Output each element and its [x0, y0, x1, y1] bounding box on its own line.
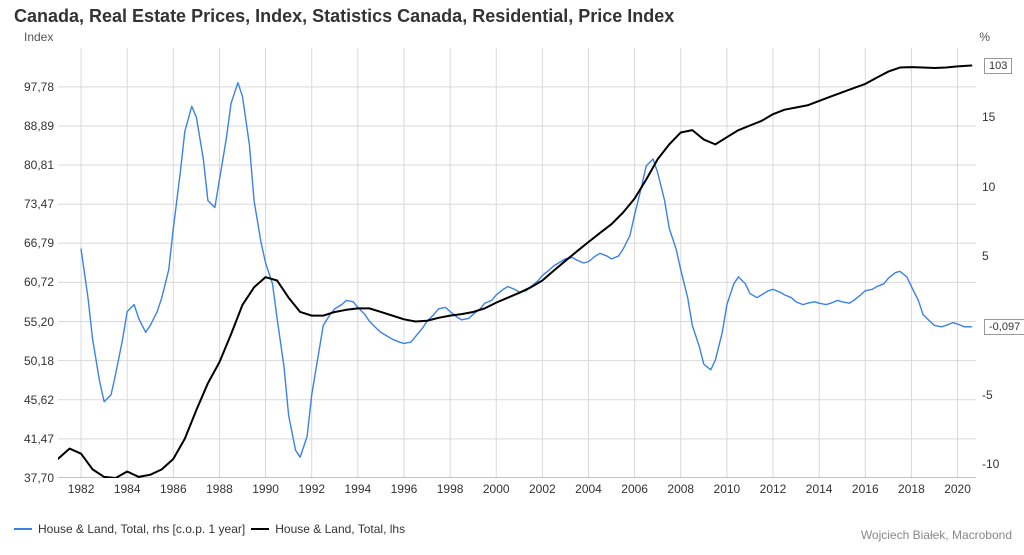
- y-left-tick-label: 88,89: [8, 119, 54, 133]
- x-tick-label: 1992: [298, 482, 325, 496]
- y-right-tick-label: -10: [982, 457, 999, 471]
- x-tick-label: 2000: [483, 482, 510, 496]
- chart-container: Canada, Real Estate Prices, Index, Stati…: [0, 0, 1024, 555]
- y-right-tick-label: 15: [982, 110, 995, 124]
- credit-text: Wojciech Białek, Macrobond: [861, 528, 1012, 542]
- y-right-tick-label: 10: [982, 180, 995, 194]
- y-left-tick-label: 41,47: [8, 432, 54, 446]
- x-tick-label: 1996: [391, 482, 418, 496]
- legend-item: House & Land, Total, lhs: [251, 522, 405, 536]
- y-left-tick-label: 55,20: [8, 315, 54, 329]
- x-tick-label: 2006: [621, 482, 648, 496]
- y-left-axis-label: Index: [24, 30, 53, 44]
- y-right-axis-label: %: [979, 30, 990, 44]
- y-left-tick-label: 37,70: [8, 471, 54, 485]
- x-tick-label: 1994: [344, 482, 371, 496]
- x-tick-label: 1982: [68, 482, 95, 496]
- y-left-tick-label: 97,78: [8, 80, 54, 94]
- y-left-tick-label: 73,47: [8, 197, 54, 211]
- y-left-tick-label: 45,62: [8, 393, 54, 407]
- y-left-tick-label: 60,72: [8, 275, 54, 289]
- y-right-tick-label: 5: [982, 249, 989, 263]
- x-tick-label: 1998: [437, 482, 464, 496]
- x-tick-label: 1986: [160, 482, 187, 496]
- y-right-tick-label: -5: [982, 388, 993, 402]
- series-end-label-rhs: -0,097: [984, 319, 1024, 335]
- x-tick-label: 2016: [852, 482, 879, 496]
- series-end-label-lhs: 103: [984, 58, 1012, 74]
- legend-swatch: [251, 528, 269, 530]
- legend: House & Land, Total, rhs [c.o.p. 1 year]…: [14, 522, 405, 536]
- legend-item: House & Land, Total, rhs [c.o.p. 1 year]: [14, 522, 245, 536]
- x-tick-label: 1990: [252, 482, 279, 496]
- x-tick-label: 2020: [944, 482, 971, 496]
- x-tick-label: 2014: [806, 482, 833, 496]
- x-tick-label: 2002: [529, 482, 556, 496]
- y-left-tick-label: 50,18: [8, 354, 54, 368]
- x-tick-label: 1988: [206, 482, 233, 496]
- plot-area: [58, 48, 976, 478]
- legend-swatch: [14, 528, 32, 530]
- legend-label: House & Land, Total, rhs [c.o.p. 1 year]: [38, 522, 245, 536]
- x-tick-label: 2004: [575, 482, 602, 496]
- chart-title: Canada, Real Estate Prices, Index, Stati…: [14, 6, 674, 27]
- x-tick-label: 2008: [667, 482, 694, 496]
- y-left-tick-label: 66,79: [8, 236, 54, 250]
- y-left-tick-label: 80,81: [8, 158, 54, 172]
- x-tick-label: 2012: [760, 482, 787, 496]
- legend-label: House & Land, Total, lhs: [275, 522, 405, 536]
- x-tick-label: 1984: [114, 482, 141, 496]
- x-tick-label: 2018: [898, 482, 925, 496]
- x-tick-label: 2010: [714, 482, 741, 496]
